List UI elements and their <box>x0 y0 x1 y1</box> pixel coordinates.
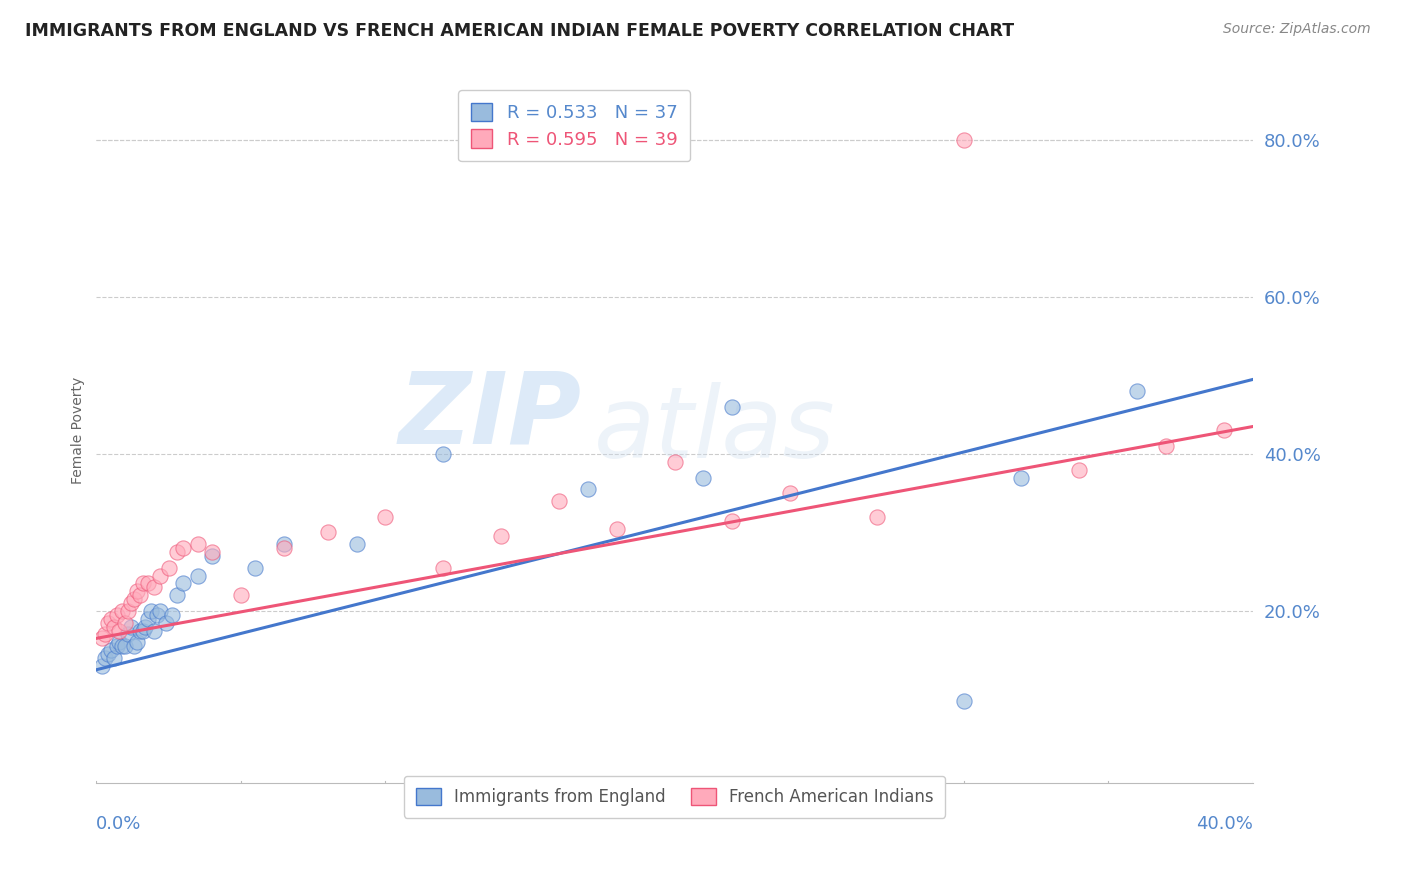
Point <box>172 576 194 591</box>
Point <box>128 588 150 602</box>
Point <box>120 596 142 610</box>
Point <box>201 545 224 559</box>
Point <box>1154 439 1177 453</box>
Point <box>721 400 744 414</box>
Point <box>432 447 454 461</box>
Point <box>100 612 122 626</box>
Point <box>108 624 131 638</box>
Text: Source: ZipAtlas.com: Source: ZipAtlas.com <box>1223 22 1371 37</box>
Point <box>105 607 128 622</box>
Point <box>1126 384 1149 399</box>
Point <box>114 615 136 630</box>
Point <box>160 607 183 622</box>
Point <box>186 537 208 551</box>
Text: 0.0%: 0.0% <box>97 815 142 833</box>
Point <box>1069 463 1091 477</box>
Text: atlas: atlas <box>593 382 835 479</box>
Point <box>273 537 295 551</box>
Point <box>131 624 153 638</box>
Point <box>1212 424 1234 438</box>
Point <box>229 588 252 602</box>
Point <box>576 483 599 497</box>
Point <box>100 643 122 657</box>
Point <box>103 619 125 633</box>
Point <box>111 604 134 618</box>
Point <box>201 549 224 563</box>
Point <box>138 576 160 591</box>
Point <box>122 592 145 607</box>
Point <box>97 615 120 630</box>
Point <box>489 529 512 543</box>
Point <box>1010 470 1032 484</box>
Point <box>114 639 136 653</box>
Point <box>128 624 150 638</box>
Point <box>166 588 188 602</box>
Point <box>692 470 714 484</box>
Point <box>432 560 454 574</box>
Point <box>374 509 396 524</box>
Point <box>721 514 744 528</box>
Point <box>131 576 153 591</box>
Point <box>120 619 142 633</box>
Point <box>952 694 974 708</box>
Point <box>952 133 974 147</box>
Point <box>346 537 368 551</box>
Point <box>548 494 571 508</box>
Point <box>606 522 628 536</box>
Point <box>103 651 125 665</box>
Point <box>157 560 180 574</box>
Point <box>143 624 166 638</box>
Point <box>117 604 139 618</box>
Point <box>91 632 114 646</box>
Point <box>122 639 145 653</box>
Point <box>105 639 128 653</box>
Legend: Immigrants from England, French American Indians: Immigrants from England, French American… <box>404 776 945 818</box>
Text: ZIP: ZIP <box>399 368 582 465</box>
Point <box>143 580 166 594</box>
Point <box>108 635 131 649</box>
Point <box>111 639 134 653</box>
Point <box>149 568 172 582</box>
Point <box>316 525 339 540</box>
Point <box>866 509 889 524</box>
Point <box>273 541 295 556</box>
Point <box>117 627 139 641</box>
Y-axis label: Female Poverty: Female Poverty <box>72 376 86 484</box>
Point <box>125 635 148 649</box>
Point <box>91 658 114 673</box>
Point <box>172 541 194 556</box>
Text: IMMIGRANTS FROM ENGLAND VS FRENCH AMERICAN INDIAN FEMALE POVERTY CORRELATION CHA: IMMIGRANTS FROM ENGLAND VS FRENCH AMERIC… <box>25 22 1015 40</box>
Point <box>779 486 801 500</box>
Text: 40.0%: 40.0% <box>1197 815 1253 833</box>
Point <box>125 584 148 599</box>
Point <box>97 647 120 661</box>
Point <box>155 615 177 630</box>
Point <box>94 651 117 665</box>
Point <box>186 568 208 582</box>
Point <box>664 455 686 469</box>
Point <box>134 619 156 633</box>
Point <box>138 612 160 626</box>
Point <box>94 627 117 641</box>
Point <box>141 604 163 618</box>
Point <box>245 560 267 574</box>
Point <box>166 545 188 559</box>
Point <box>146 607 169 622</box>
Point <box>149 604 172 618</box>
